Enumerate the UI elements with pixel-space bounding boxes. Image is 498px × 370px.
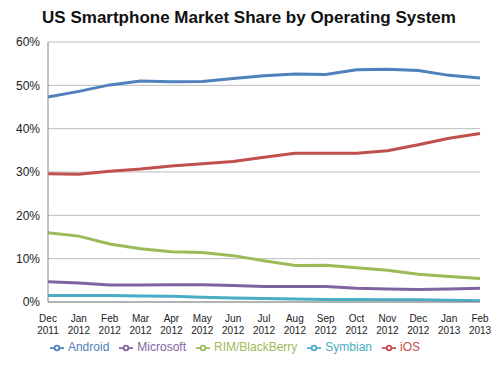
svg-text:Feb2013: Feb2013 <box>469 313 490 336</box>
html-text:US Smartphone Market Share by: US Smartphone Market Share by Operating … <box>42 8 456 27</box>
svg-text:Jun2012: Jun2012 <box>222 313 245 336</box>
svg-text:Dec2011: Dec2011 <box>37 313 59 336</box>
svg-text:Jan2012: Jan2012 <box>68 313 91 336</box>
svg-text:30%: 30% <box>16 165 40 179</box>
svg-text:50%: 50% <box>16 79 40 93</box>
svg-text:60%: 60% <box>16 35 40 49</box>
html-text:iOS: iOS <box>400 340 420 354</box>
svg-text:Dec2012: Dec2012 <box>407 313 430 336</box>
svg-text:Apr2012: Apr2012 <box>160 313 183 336</box>
svg-text:Nov2012: Nov2012 <box>376 313 399 336</box>
svg-text:Feb2012: Feb2012 <box>99 313 122 336</box>
svg-text:40%: 40% <box>16 122 40 136</box>
html-text:RIM/BlackBerry: RIM/BlackBerry <box>214 340 298 354</box>
svg-text:Aug2012: Aug2012 <box>284 313 307 336</box>
svg-text:Sep2012: Sep2012 <box>315 313 338 336</box>
svg-text:20%: 20% <box>16 209 40 223</box>
svg-text:0%: 0% <box>23 295 41 309</box>
svg-text:Oct2012: Oct2012 <box>345 313 368 336</box>
html-text:Symbian: Symbian <box>325 340 372 354</box>
html-text:Microsoft: Microsoft <box>137 340 186 354</box>
svg-text:May2012: May2012 <box>191 313 214 336</box>
svg-text:Jul2012: Jul2012 <box>253 313 276 336</box>
svg-text:Mar2012: Mar2012 <box>129 313 152 336</box>
svg-text:Jan2013: Jan2013 <box>438 313 461 336</box>
svg-text:10%: 10% <box>16 252 40 266</box>
html-text:Android: Android <box>67 340 110 354</box>
